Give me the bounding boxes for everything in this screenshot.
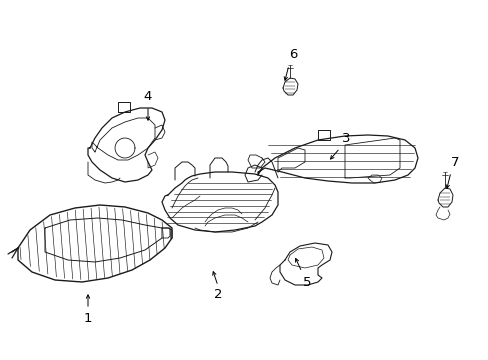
Text: 5: 5	[302, 275, 311, 288]
Text: 2: 2	[213, 288, 222, 302]
Text: 7: 7	[450, 156, 458, 168]
Text: 3: 3	[341, 131, 349, 144]
Text: 1: 1	[83, 311, 92, 324]
Text: 6: 6	[288, 49, 297, 62]
Text: 4: 4	[143, 90, 152, 104]
